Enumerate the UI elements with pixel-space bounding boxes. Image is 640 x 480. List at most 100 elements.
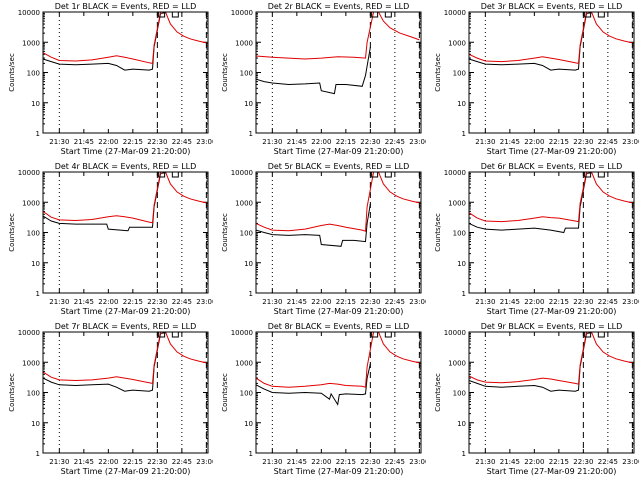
detector-chart-7: Det 7r BLACK = Events, RED = LLD 1 10 100 10… [8,322,213,476]
state-marker [171,11,179,18]
y-tick-label: 10 [457,420,466,428]
y-tick-label: 1 [249,130,253,138]
x-tick-label: 21:45 [500,458,520,466]
x-tick-label: 22:45 [385,298,405,306]
x-tick-label: 22:15 [123,458,143,466]
x-tick-label: 22:45 [598,138,618,146]
y-tick-label: 1000 [22,199,40,207]
chart-title: Det 4r BLACK = Events, RED = LLD [55,162,197,171]
plot-frame [255,171,422,294]
x-axis-label: Start Time (27-Mar-09 21:20:00) [274,467,404,476]
y-tick-label: 100 [240,390,253,398]
x-tick-label: 22:30 [360,458,380,466]
x-axis-label: Start Time (27-Mar-09 21:20:00) [61,307,191,316]
y-tick-label: 1000 [22,39,40,47]
state-marker [384,331,392,338]
plot-frame [255,11,422,134]
y-tick-label: 10 [457,260,466,268]
y-axis-label: Counts/sec [8,53,16,92]
x-tick-label: 22:15 [549,458,569,466]
y-tick-label: 10000 [444,169,466,177]
y-tick-label: 1000 [235,39,253,47]
y-tick-label: 10 [457,100,466,108]
lld-series-line [468,11,633,64]
x-axis-label: Start Time (27-Mar-09 21:20:00) [487,147,617,156]
state-marker [171,331,179,338]
y-tick-label: 1 [462,450,466,458]
x-tick-label: 22:30 [360,138,380,146]
x-tick-label: 21:45 [74,298,94,306]
x-tick-label: 21:30 [49,458,69,466]
x-axis-label: Start Time (27-Mar-09 21:20:00) [61,147,191,156]
y-tick-label: 1 [36,130,40,138]
y-tick-label: 10000 [231,329,253,337]
x-tick-label: 23:00 [622,138,639,146]
x-tick-label: 22:15 [336,458,356,466]
x-tick-label: 22:45 [385,458,405,466]
x-axis-label: Start Time (27-Mar-09 21:20:00) [274,147,404,156]
y-tick-label: 100 [240,70,253,78]
x-tick-label: 22:00 [98,298,118,306]
state-marker [597,331,605,338]
lld-series-line [255,171,420,232]
chart-title: Det 1r BLACK = Events, RED = LLD [55,2,197,11]
events-series-line [468,172,592,234]
y-axis-label: Counts/sec [8,373,16,412]
x-tick-label: 21:45 [74,458,94,466]
y-tick-label: 100 [453,70,466,78]
x-tick-label: 21:30 [262,458,282,466]
y-tick-label: 1000 [448,199,466,207]
x-tick-label: 22:30 [573,298,593,306]
y-tick-label: 100 [27,70,40,78]
detector-chart-8: Det 8r BLACK = Events, RED = LLD 1 10 100 10… [221,322,426,476]
x-tick-label: 22:15 [336,138,356,146]
x-tick-label: 22:45 [598,298,618,306]
y-tick-label: 1 [462,290,466,298]
x-tick-label: 21:30 [475,138,495,146]
plot-frame [255,331,422,454]
x-tick-label: 22:00 [311,138,331,146]
x-tick-label: 21:30 [262,298,282,306]
x-tick-label: 22:30 [147,458,167,466]
chart-title: Det 2r BLACK = Events, RED = LLD [268,2,410,11]
state-marker [171,171,179,178]
lld-series-line [468,171,633,223]
x-tick-label: 22:00 [311,298,331,306]
y-tick-label: 10000 [18,329,40,337]
plot-frame [42,171,209,294]
x-tick-label: 23:00 [409,138,426,146]
x-tick-label: 23:00 [196,458,213,466]
y-tick-label: 100 [453,390,466,398]
y-tick-label: 10 [31,100,40,108]
x-tick-label: 23:00 [622,298,639,306]
y-tick-label: 100 [27,390,40,398]
state-marker [384,11,392,18]
detector-chart-9: Det 9r BLACK = Events, RED = LLD 1 10 100 10… [434,322,639,476]
events-series-line [255,203,371,247]
detector-chart-3: Det 3r BLACK = Events, RED = LLD 1 10 100 10… [434,2,639,156]
events-series-line [255,363,371,406]
y-tick-label: 10 [31,420,40,428]
x-tick-label: 21:30 [475,458,495,466]
y-tick-label: 10000 [444,329,466,337]
x-tick-label: 23:00 [196,298,213,306]
y-tick-label: 1 [462,130,466,138]
x-tick-label: 21:30 [49,138,69,146]
x-tick-label: 21:45 [74,138,94,146]
chart-title: Det 8r BLACK = Events, RED = LLD [268,322,410,331]
detector-chart-2: Det 2r BLACK = Events, RED = LLD 1 10 100 10… [221,2,426,156]
y-tick-label: 10000 [444,9,466,17]
x-axis-label: Start Time (27-Mar-09 21:20:00) [274,307,404,316]
lld-series-line [255,11,420,60]
x-tick-label: 21:30 [49,298,69,306]
state-marker [384,171,392,178]
x-tick-label: 22:30 [147,298,167,306]
x-tick-label: 22:15 [336,298,356,306]
y-axis-label: Counts/sec [221,373,229,412]
x-tick-label: 22:15 [123,298,143,306]
x-axis-label: Start Time (27-Mar-09 21:20:00) [61,467,191,476]
x-tick-label: 22:00 [98,138,118,146]
y-tick-label: 1000 [448,359,466,367]
plot-frame [42,331,209,454]
